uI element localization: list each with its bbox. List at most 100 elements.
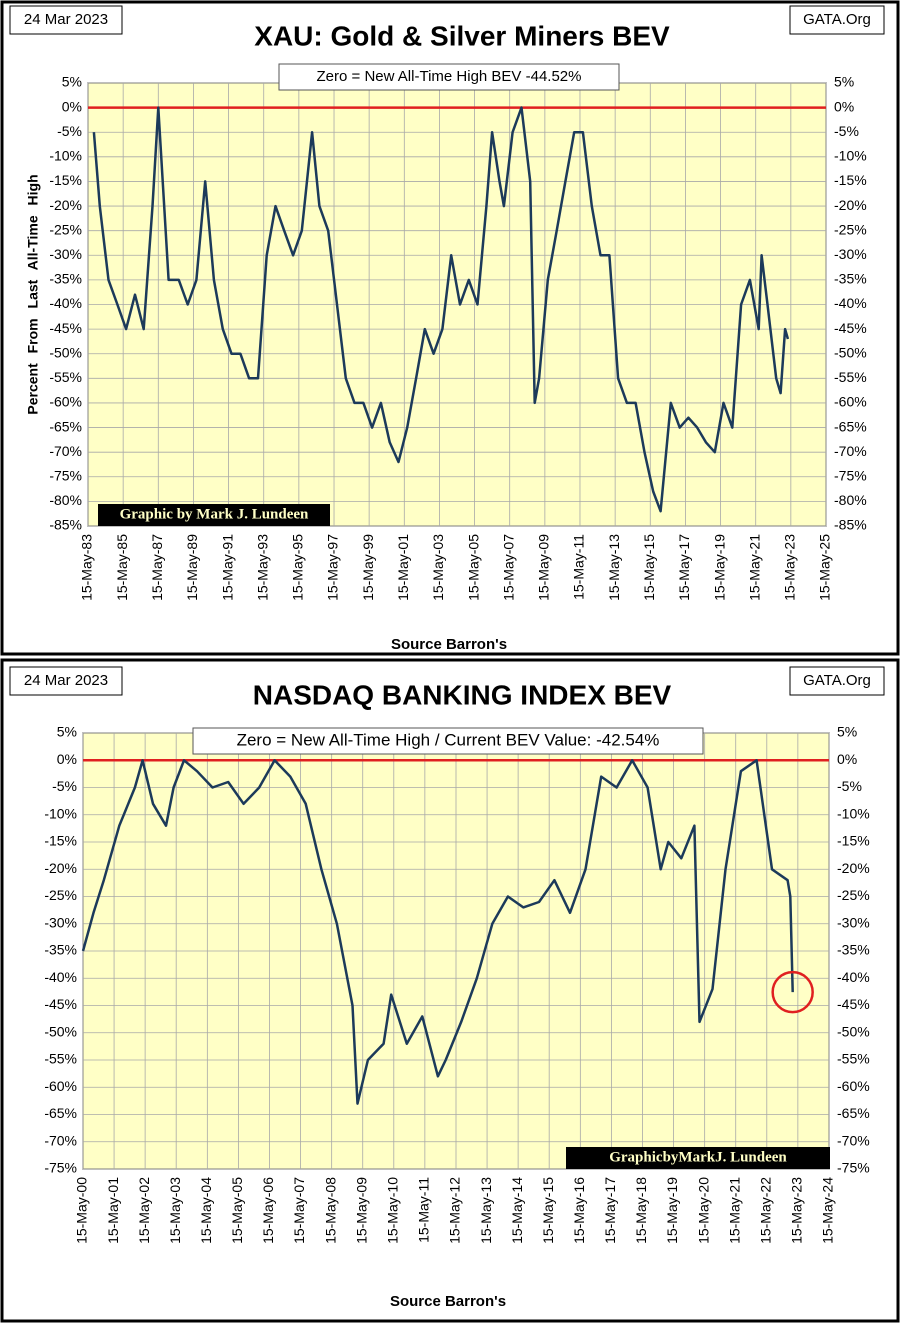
y-tick-label: -30%: [44, 914, 77, 930]
x-tick-label: 15-May-97: [325, 534, 341, 601]
y2-tick-label: -25%: [837, 887, 870, 903]
x-tick-label: 15-May-07: [500, 534, 516, 601]
x-tick-label: 15-May-83: [79, 534, 95, 601]
y2-tick-label: -55%: [834, 369, 867, 385]
x-tick-label: 15-May-01: [395, 534, 411, 601]
y-tick-label: 0%: [62, 98, 82, 114]
y-tick-label: -50%: [49, 344, 82, 360]
y-tick-label: -60%: [49, 394, 82, 410]
x-tick-label: 15-May-10: [384, 1177, 400, 1244]
y2-tick-label: -55%: [837, 1051, 870, 1067]
y2-tick-label: -85%: [834, 517, 867, 533]
x-tick-label: 15-May-04: [198, 1177, 214, 1244]
x-tick-label: 15-May-15: [540, 1177, 556, 1244]
credit: Graphic by Mark J. Lundeen: [120, 506, 309, 522]
x-axis-label: Source Barron's: [390, 1293, 506, 1310]
y-tick-label: -85%: [49, 517, 82, 533]
y2-tick-label: 5%: [834, 74, 854, 90]
credit-box: [566, 1147, 830, 1169]
x-tick-label: 15-May-99: [360, 534, 376, 601]
chart-title: XAU: Gold & Silver Miners BEV: [254, 20, 670, 51]
y2-tick-label: 0%: [834, 98, 854, 114]
y-tick-label: -45%: [49, 320, 82, 336]
y2-tick-label: -15%: [834, 172, 867, 188]
date-label: 24 Mar 2023: [24, 11, 108, 28]
y2-tick-label: -65%: [834, 418, 867, 434]
y-tick-label: 5%: [62, 74, 82, 90]
y2-tick-label: -75%: [837, 1160, 870, 1176]
x-tick-label: 15-May-19: [664, 1177, 680, 1244]
x-tick-label: 15-May-00: [74, 1177, 90, 1244]
y-tick-label: -75%: [49, 467, 82, 483]
y-tick-label: -20%: [49, 197, 82, 213]
y2-tick-label: -40%: [834, 295, 867, 311]
x-tick-label: 15-May-02: [136, 1177, 152, 1244]
y2-tick-label: -40%: [837, 969, 870, 985]
y2-tick-label: -80%: [834, 492, 867, 508]
credit: GraphicbyMarkJ. Lundeen: [609, 1149, 787, 1165]
y2-tick-label: -45%: [837, 996, 870, 1012]
y2-tick-label: -10%: [837, 805, 870, 821]
source-tag: GATA.Org: [803, 672, 871, 689]
x-tick-label: 15-May-22: [757, 1177, 773, 1244]
x-tick-label: 15-May-12: [447, 1177, 463, 1244]
x-tick-label: 15-May-23: [782, 534, 798, 601]
y2-tick-label: -70%: [834, 443, 867, 459]
x-tick-label: 15-May-17: [602, 1177, 618, 1244]
x-tick-label: 15-May-06: [260, 1177, 276, 1244]
y2-tick-label: -65%: [837, 1105, 870, 1121]
x-tick-label: 15-May-03: [167, 1177, 183, 1244]
y-tick-label: -75%: [44, 1160, 77, 1176]
y-tick-label: 0%: [57, 751, 77, 767]
x-tick-label: 15-May-85: [114, 534, 130, 601]
x-tick-label: 15-May-05: [465, 534, 481, 601]
highlight-circle: [771, 970, 814, 1014]
source-box: [789, 666, 885, 696]
y2-tick-label: -75%: [834, 467, 867, 483]
chart-title: NASDAQ BANKING INDEX BEV: [253, 679, 672, 710]
date-box: [9, 5, 123, 35]
x-tick-label: 15-May-17: [676, 534, 692, 601]
x-tick-label: 15-May-21: [746, 534, 762, 601]
y-tick-label: 5%: [57, 724, 77, 740]
x-tick-label: 15-May-09: [353, 1177, 369, 1244]
date-label: 24 Mar 2023: [24, 672, 108, 689]
y2-tick-label: -30%: [837, 914, 870, 930]
y2-tick-label: -20%: [837, 860, 870, 876]
date-box: [9, 666, 123, 696]
y-tick-label: -10%: [44, 805, 77, 821]
x-tick-label: 15-May-91: [219, 534, 235, 601]
x-tick-label: 15-May-15: [641, 534, 657, 601]
y-tick-label: -25%: [44, 887, 77, 903]
x-tick-label: 15-May-01: [105, 1177, 121, 1244]
y-tick-label: -40%: [44, 969, 77, 985]
x-tick-label: 15-May-11: [571, 534, 587, 600]
y-tick-label: -15%: [44, 833, 77, 849]
y-tick-label: -50%: [44, 1023, 77, 1039]
x-tick-label: 15-May-89: [184, 534, 200, 601]
y2-tick-label: -45%: [834, 320, 867, 336]
y2-tick-label: -60%: [834, 394, 867, 410]
y-tick-label: -65%: [49, 418, 82, 434]
x-tick-label: 15-May-21: [726, 1177, 742, 1244]
y2-tick-label: 5%: [837, 724, 857, 740]
annotation-box: [278, 63, 620, 91]
y-tick-label: -25%: [49, 221, 82, 237]
y2-tick-label: -25%: [834, 221, 867, 237]
y-tick-label: -30%: [49, 246, 82, 262]
y-tick-label: -70%: [44, 1132, 77, 1148]
x-tick-label: 15-May-13: [478, 1177, 494, 1244]
y-tick-label: -70%: [49, 443, 82, 459]
y2-tick-label: -70%: [837, 1132, 870, 1148]
y-tick-label: -40%: [49, 295, 82, 311]
y2-tick-label: -15%: [837, 833, 870, 849]
y2-tick-label: -60%: [837, 1078, 870, 1094]
x-tick-label: 15-May-19: [711, 534, 727, 601]
x-tick-label: 15-May-23: [789, 1177, 805, 1244]
y2-tick-label: -35%: [837, 942, 870, 958]
y-tick-label: -55%: [44, 1051, 77, 1067]
x-tick-label: 15-May-18: [633, 1177, 649, 1244]
y2-tick-label: -5%: [837, 778, 862, 794]
y-tick-label: -35%: [44, 942, 77, 958]
